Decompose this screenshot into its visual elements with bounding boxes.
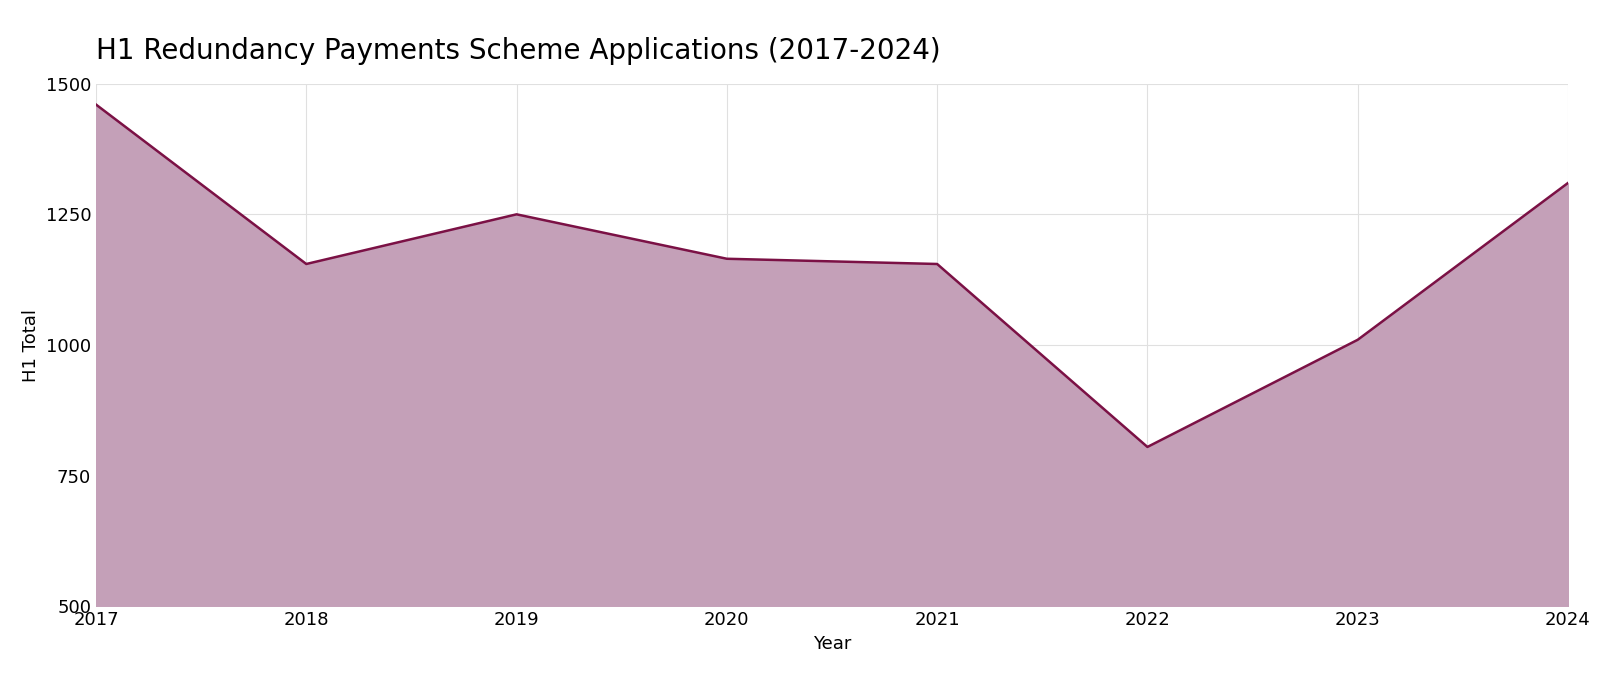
Text: H1 Redundancy Payments Scheme Applications (2017-2024): H1 Redundancy Payments Scheme Applicatio… — [96, 37, 941, 65]
Y-axis label: H1 Total: H1 Total — [22, 309, 40, 381]
X-axis label: Year: Year — [813, 635, 851, 653]
